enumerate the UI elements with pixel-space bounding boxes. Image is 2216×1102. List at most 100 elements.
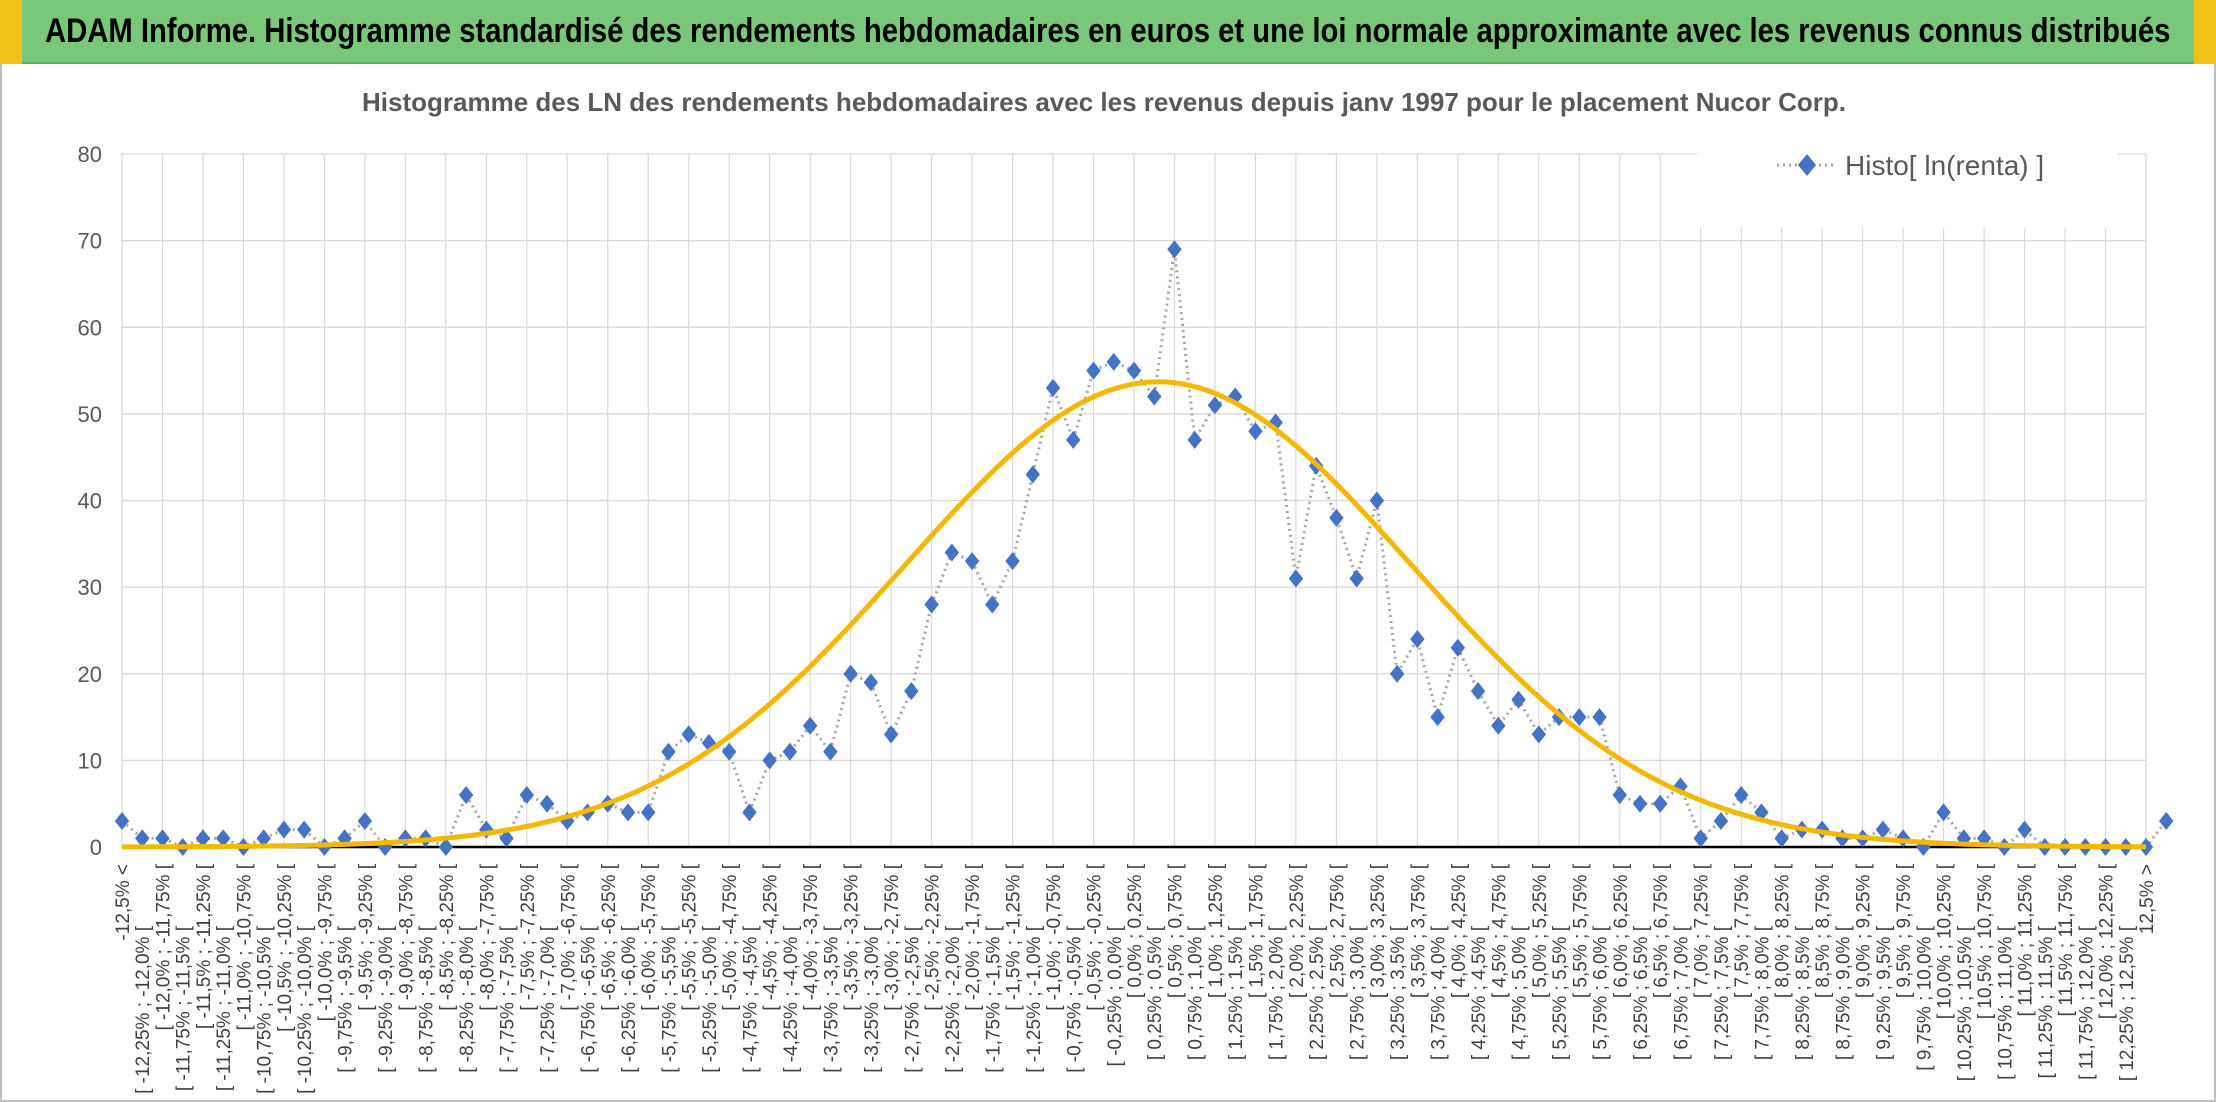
y-tick-label: 60 xyxy=(78,315,102,340)
histogram-point xyxy=(883,725,899,744)
legend-background xyxy=(1697,128,2117,228)
x-tick-label: [ -6,75% ; -6,5% [ xyxy=(579,925,600,1073)
y-tick-label: 30 xyxy=(78,575,102,600)
histogram-point xyxy=(216,829,231,848)
histogram-point xyxy=(195,829,211,848)
x-tick-label: [ 5,75% ; 6,0% [ xyxy=(1591,925,1612,1060)
x-tick-label: [ -9,0% ; -8,75% [ xyxy=(396,863,417,1011)
x-axis: -12,5% <[ -12,25% ; -12,0% [[ -12,0% ; -… xyxy=(113,845,2158,1094)
x-tick-label: [ -6,25% ; -6,0% [ xyxy=(619,925,640,1073)
histogram-point xyxy=(1329,508,1344,527)
x-tick-label: [ 8,25% ; 8,5% [ xyxy=(1793,925,1814,1060)
histogram-point xyxy=(1167,240,1182,259)
histogram-point xyxy=(1349,569,1364,588)
x-tick-label: [ 8,75% ; 9,0% [ xyxy=(1833,925,1854,1060)
chart-legend: Histo[ ln(renta) ] xyxy=(1697,128,2117,228)
x-tick-label: [ -7,5% ; -7,25% [ xyxy=(518,863,539,1011)
x-tick-label: [ -8,5% ; -8,25% [ xyxy=(437,863,458,1011)
histogram-point xyxy=(256,829,271,848)
x-tick-label: [ 7,5% ; 7,75% [ xyxy=(1732,863,1753,998)
x-tick-label: [ 1,75% ; 2,0% [ xyxy=(1267,925,1288,1060)
x-tick-label: [ -1,5% ; -1,25% [ xyxy=(1004,863,1025,1011)
x-tick-label: [ -10,0% ; -9,75% [ xyxy=(315,863,336,1021)
histogram-point xyxy=(357,812,373,831)
histogram-point xyxy=(1875,820,1891,839)
x-tick-label: [ 0,75% ; 1,0% [ xyxy=(1186,925,1207,1060)
histogram-point xyxy=(1713,812,1729,831)
x-tick-label: [ 4,0% ; 4,25% [ xyxy=(1449,863,1470,998)
histogram-point xyxy=(458,786,474,805)
histogram-point xyxy=(519,786,534,805)
x-tick-label: [ 1,0% ; 1,25% [ xyxy=(1206,863,1227,998)
histogram-point xyxy=(802,716,818,735)
y-tick-label: 20 xyxy=(78,662,102,687)
x-tick-label: [ 11,5% ; 11,75% [ xyxy=(2056,863,2077,1016)
x-tick-label: [ -6,0% ; -5,75% [ xyxy=(639,863,660,1011)
x-tick-label: [ 10,75% ; 11,0% [ xyxy=(1995,925,2016,1080)
histogram-point xyxy=(1491,716,1506,735)
histogram-point xyxy=(1693,829,1708,848)
histogram-point xyxy=(135,829,150,848)
x-tick-label: [ -9,25% ; -9,0% [ xyxy=(376,925,397,1073)
histogram-point xyxy=(823,742,838,761)
histogram-point xyxy=(1268,413,1283,432)
x-tick-label: [ 9,5% ; 9,75% [ xyxy=(1894,863,1915,998)
x-tick-label: [ -5,75% ; -5,5% [ xyxy=(659,925,680,1073)
x-tick-label: [ -5,25% ; -5,0% [ xyxy=(700,925,721,1073)
histogram-point xyxy=(114,812,130,831)
x-tick-label: [ 11,75% ; 12,0% [ xyxy=(2076,925,2097,1080)
y-axis: 0 10 20 30 40 50 60 70 80 xyxy=(78,142,102,860)
x-tick-label: [ -3,0% ; -2,75% [ xyxy=(882,863,903,1011)
x-tick-label: [ 4,75% ; 5,0% [ xyxy=(1510,925,1531,1060)
histogram-point xyxy=(1389,664,1405,683)
histogram-point xyxy=(1470,682,1486,701)
x-tick-label: [ 10,25% ; 10,5% [ xyxy=(1955,925,1976,1081)
x-tick-label: [ 10,5% ; 10,75% [ xyxy=(1975,863,1996,1019)
x-tick-label: [ -3,5% ; -3,25% [ xyxy=(842,863,863,1011)
x-tick-label: [ 11,25% ; 11,5% [ xyxy=(2036,925,2057,1078)
normal-curve-line xyxy=(122,379,2147,850)
y-tick-label: 40 xyxy=(78,489,102,514)
x-tick-label: [ -11,75% ; -11,5% [ xyxy=(174,925,195,1091)
histogram-point xyxy=(944,543,960,562)
histogram-point xyxy=(2017,820,2032,839)
y-tick-label: 0 xyxy=(90,835,102,860)
x-tick-label: [ 5,0% ; 5,25% [ xyxy=(1530,863,1551,998)
histogram-point xyxy=(620,803,636,822)
histogram-point xyxy=(843,664,858,683)
histogram-point xyxy=(276,820,292,839)
x-tick-label: [ -11,0% ; -10,75% [ xyxy=(234,863,255,1030)
y-tick-label: 50 xyxy=(78,402,102,427)
report-title: ADAM Informe. Histogramme standardisé de… xyxy=(45,11,2171,50)
x-tick-label: 12,5% > xyxy=(2137,864,2158,934)
x-tick-label: [ -2,0% ; -1,75% [ xyxy=(963,863,984,1011)
histogram-point xyxy=(1511,690,1526,709)
histogram-point xyxy=(1248,422,1263,441)
x-tick-label: [ -10,5% ; -10,25% [ xyxy=(275,863,296,1032)
histogram-point xyxy=(1936,803,1951,822)
histogram-point xyxy=(539,794,555,813)
histogram-point xyxy=(1086,361,1101,380)
histogram-point xyxy=(1592,708,1607,727)
histogram-point xyxy=(762,751,777,770)
x-tick-label: [ 0,0% ; 0,25% [ xyxy=(1125,863,1146,998)
x-tick-label: [ 12,0% ; 12,25% [ xyxy=(2097,863,2118,1019)
histogram-point xyxy=(904,682,919,701)
histogram-point xyxy=(681,725,696,744)
histogram-point xyxy=(924,595,939,614)
x-tick-label: [ 3,75% ; 4,0% [ xyxy=(1429,925,1450,1060)
x-tick-label: [ -2,5% ; -2,25% [ xyxy=(923,863,944,1011)
histogram-point xyxy=(1369,491,1385,510)
histogram-point xyxy=(1450,638,1466,657)
x-tick-label: [ -4,0% ; -3,75% [ xyxy=(801,863,822,1011)
x-tick-label: [ -5,0% ; -4,75% [ xyxy=(720,863,741,1011)
x-tick-label: [ 2,75% ; 3,0% [ xyxy=(1348,925,1369,1060)
x-tick-label: [ -3,25% ; -3,0% [ xyxy=(862,925,883,1073)
x-tick-label: -12,5% < xyxy=(113,864,134,941)
histogram-point xyxy=(1430,708,1445,727)
x-tick-label: [ 6,75% ; 7,0% [ xyxy=(1671,925,1692,1060)
x-tick-label: [ 5,25% ; 5,5% [ xyxy=(1550,925,1571,1060)
x-tick-label: [ 3,5% ; 3,75% [ xyxy=(1408,863,1429,998)
x-tick-label: [ -8,0% ; -7,75% [ xyxy=(477,863,498,1011)
banner-corner-left xyxy=(0,0,22,64)
